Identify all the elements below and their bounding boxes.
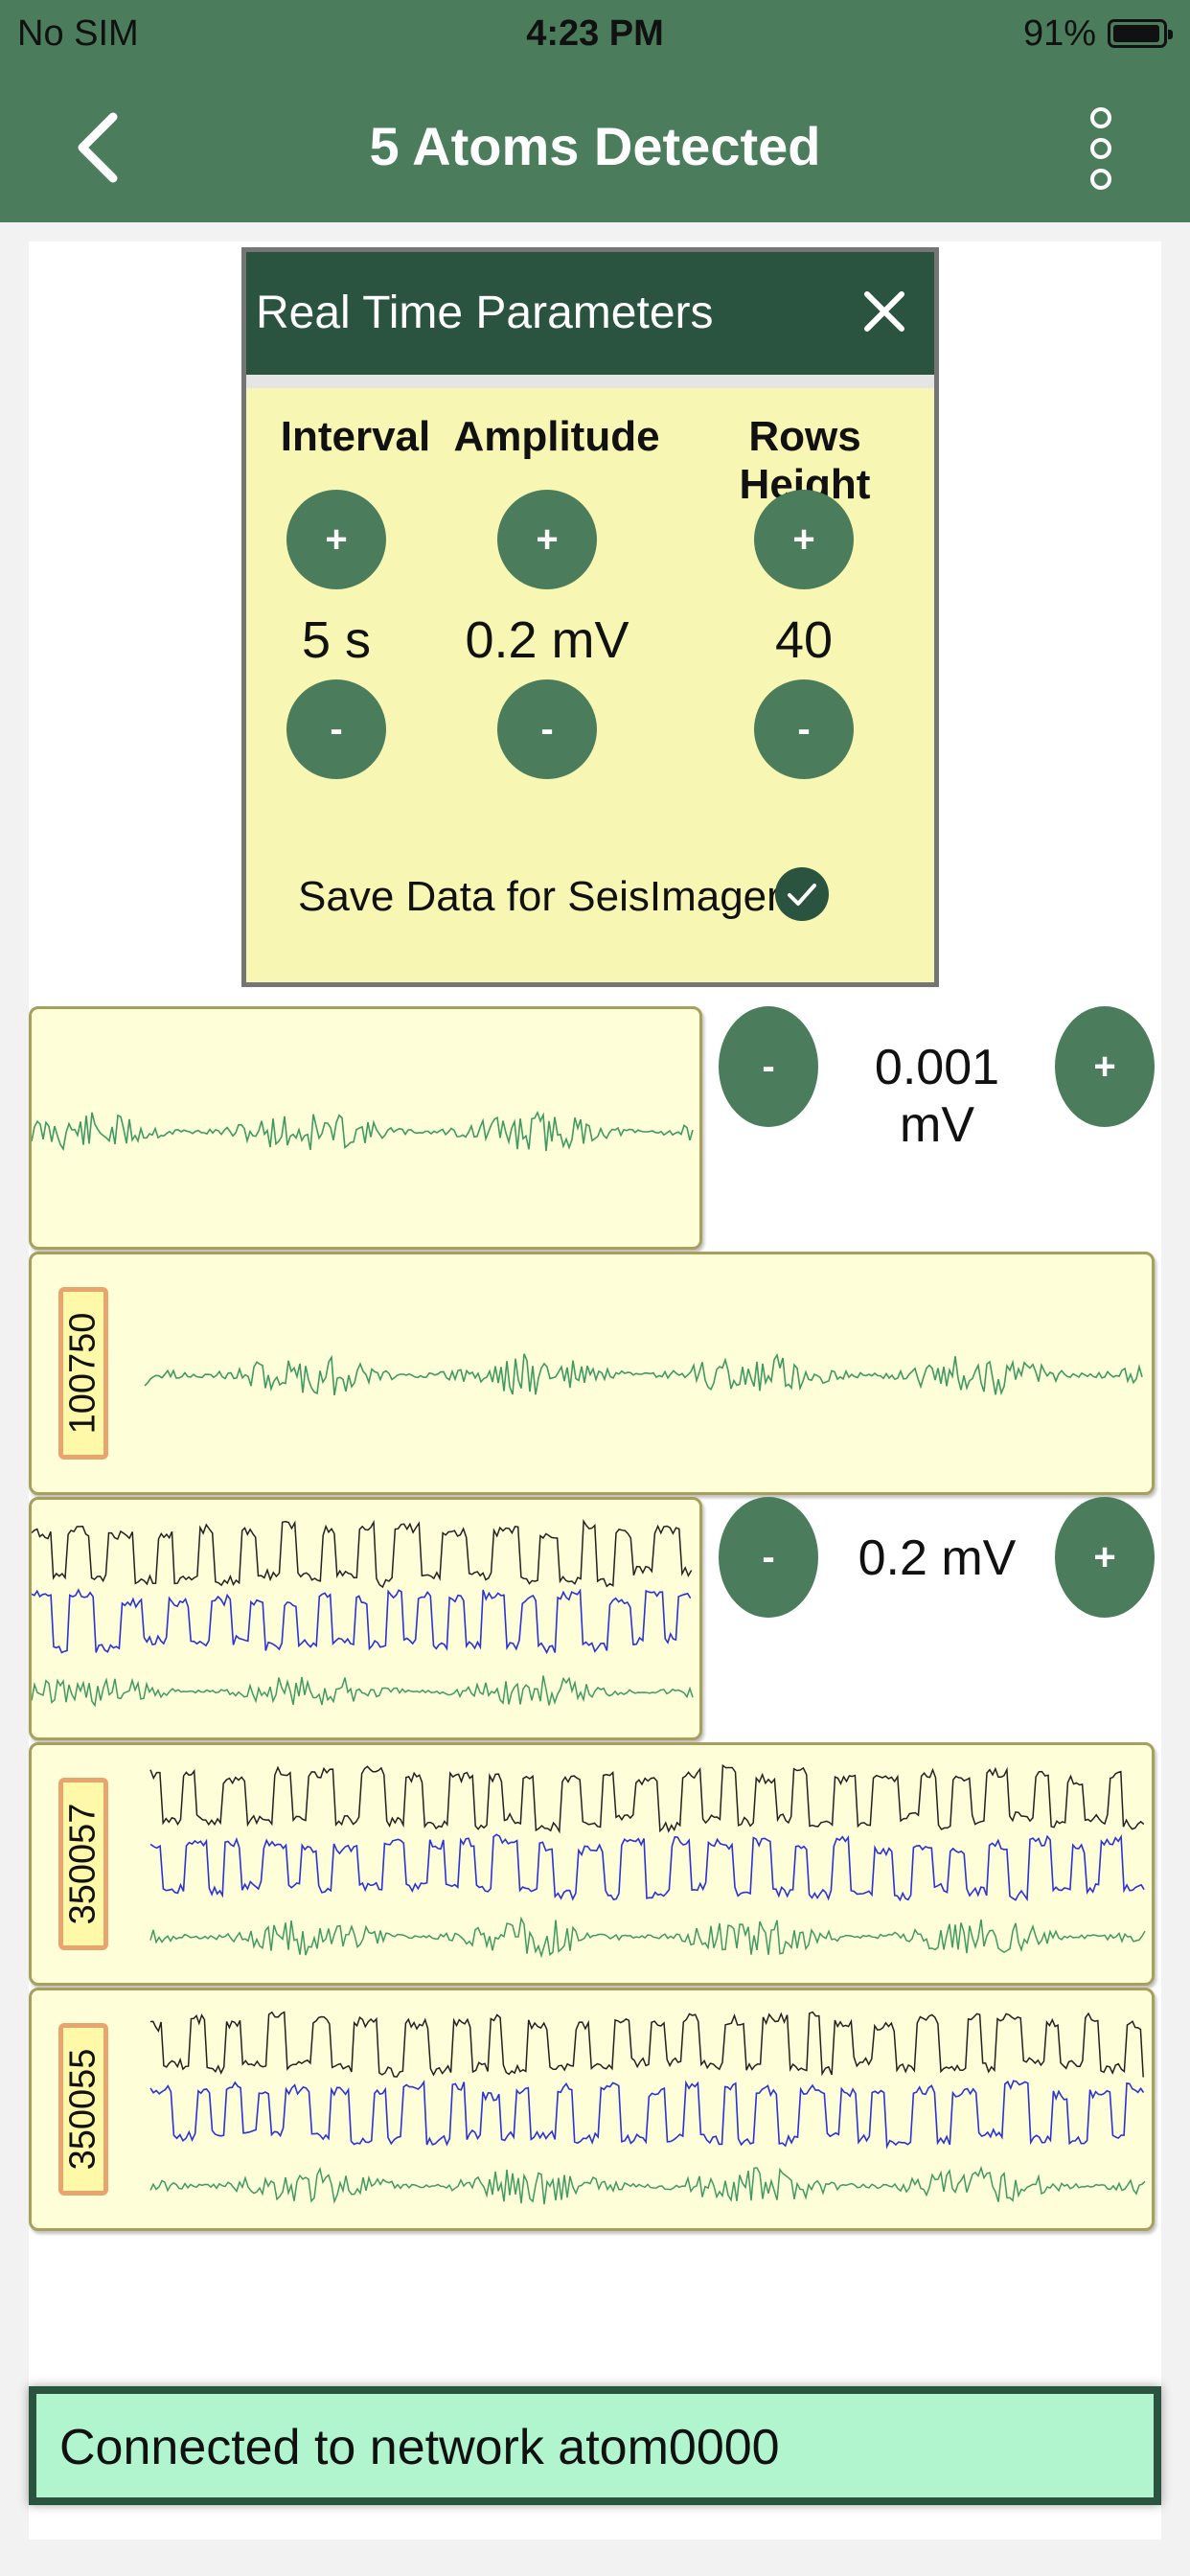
trace-row-350055[interactable]: 350055 xyxy=(29,1988,1155,2231)
interval-label: Interval xyxy=(280,413,431,460)
trace-3-amplitude-value: 0.2 mV xyxy=(858,1530,1017,1586)
battery-percent: 91% xyxy=(1022,13,1096,54)
panel-title: Real Time Parameters xyxy=(256,288,714,338)
amplitude-label: Amplitude xyxy=(453,413,660,460)
amplitude-plus-button[interactable]: + xyxy=(497,490,597,589)
rows-height-plus-button[interactable]: + xyxy=(754,490,854,589)
waveform xyxy=(149,1763,1146,1959)
atom-id-tag: 100750 xyxy=(58,1287,108,1460)
page-title: 5 Atoms Detected xyxy=(369,116,821,176)
connection-status-banner: Connected to network atom0000 xyxy=(29,2386,1161,2505)
save-data-checkbox[interactable] xyxy=(775,867,829,921)
rows-height-minus-button[interactable]: - xyxy=(754,679,854,779)
rows-height-value: 40 xyxy=(774,611,834,669)
trace-row-100750[interactable]: 100750 xyxy=(29,1252,1155,1495)
amplitude-value: 0.2 mV xyxy=(465,611,629,669)
clock: 4:23 PM xyxy=(526,13,664,54)
trace-row-1[interactable] xyxy=(29,1006,702,1250)
more-vertical-icon[interactable] xyxy=(1085,107,1123,190)
status-bar: No SIM 4:23 PM 91% xyxy=(0,0,1190,69)
trace-1-amplitude-value: 0.001 mV xyxy=(874,1040,1000,1153)
trace-row-350057[interactable]: 350057 xyxy=(29,1742,1155,1986)
atom-id-tag: 350057 xyxy=(58,1778,108,1950)
rows-height-label: Rows Height xyxy=(739,413,871,508)
interval-minus-button[interactable]: - xyxy=(286,679,386,779)
waveform xyxy=(32,1110,694,1152)
interval-plus-button[interactable]: + xyxy=(286,490,386,589)
amplitude-minus-button[interactable]: - xyxy=(497,679,597,779)
trace-3-amplitude-minus-button[interactable]: - xyxy=(719,1497,818,1618)
checkmark-icon xyxy=(788,884,816,906)
panel-divider xyxy=(246,375,934,388)
battery-icon xyxy=(1108,19,1173,48)
connection-status-text: Connected to network atom0000 xyxy=(59,2420,780,2475)
trace-1-amplitude-minus-button[interactable]: - xyxy=(719,1006,818,1127)
content-area: Real Time Parameters Interval Amplitude … xyxy=(29,242,1161,2540)
chevron-left-icon[interactable] xyxy=(67,109,134,186)
nav-bar: 5 Atoms Detected xyxy=(0,69,1190,222)
carrier-label: No SIM xyxy=(17,13,139,54)
waveform xyxy=(144,1352,1143,1396)
waveform xyxy=(32,1518,694,1708)
panel-header: Real Time Parameters xyxy=(246,252,934,375)
trace-row-3[interactable] xyxy=(29,1497,702,1740)
atom-id-tag: 350055 xyxy=(58,2023,108,2196)
save-data-label: Save Data for SeisImager xyxy=(298,873,781,920)
close-icon[interactable] xyxy=(859,287,909,336)
trace-3-amplitude-plus-button[interactable]: + xyxy=(1055,1497,1155,1618)
real-time-parameters-panel: Real Time Parameters Interval Amplitude … xyxy=(241,247,939,987)
trace-1-amplitude-plus-button[interactable]: + xyxy=(1055,1006,1155,1127)
interval-value: 5 s xyxy=(301,611,372,669)
waveform xyxy=(149,2011,1146,2205)
